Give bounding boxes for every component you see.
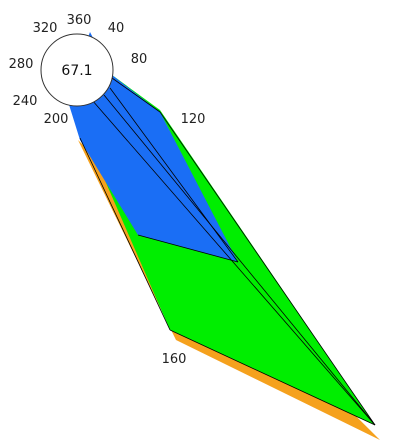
angle-tick-label: 160 <box>162 352 187 367</box>
edge-line <box>103 94 376 426</box>
edge-line <box>169 329 376 426</box>
edge-line <box>79 137 171 331</box>
edge-line <box>159 111 376 426</box>
angle-tick-label: 120 <box>181 112 206 127</box>
angle-tick-label: 40 <box>108 21 125 36</box>
angle-tick-label: 360 <box>67 13 92 28</box>
angle-tick-label: 240 <box>13 94 38 109</box>
edge-line <box>111 77 161 113</box>
edge-line <box>137 234 239 263</box>
center-value-label: 67.1 <box>61 63 92 79</box>
angle-tick-label: 80 <box>131 52 148 67</box>
blue-layer-polygon <box>66 32 238 262</box>
angle-tick-label: 320 <box>33 21 58 36</box>
chart-layers <box>66 32 380 440</box>
angle-tick-label: 200 <box>44 112 69 127</box>
angle-tick-labels: 360 40 80 120 160 200 240 280 320 <box>9 13 206 367</box>
center-circle <box>40 33 114 107</box>
edge-line <box>91 99 376 426</box>
angle-tick-label: 280 <box>9 57 34 72</box>
chart-edge-lines <box>79 77 376 426</box>
edge-line <box>109 87 239 263</box>
